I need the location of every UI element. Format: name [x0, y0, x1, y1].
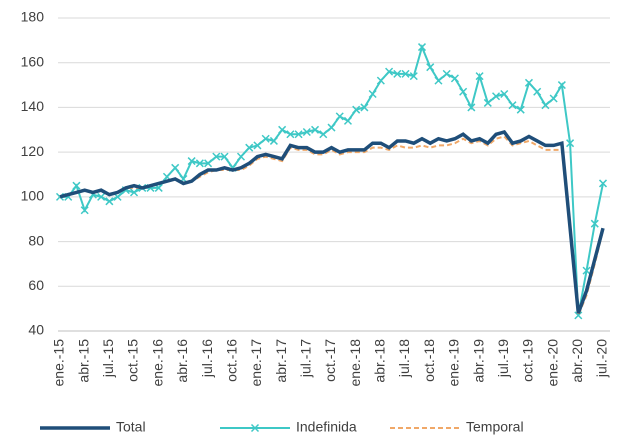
- marker: [105, 197, 114, 206]
- marker: [319, 130, 328, 139]
- marker: [269, 136, 278, 145]
- line-2: [59, 135, 604, 316]
- marker: [302, 127, 311, 137]
- x-tick-label: oct.-15: [125, 339, 141, 382]
- marker: [450, 74, 459, 83]
- marker: [566, 139, 575, 148]
- x-tick-label: oct.-16: [223, 339, 239, 382]
- marker: [401, 69, 410, 78]
- x-tick-label: jul.-15: [100, 339, 116, 378]
- marker: [327, 123, 336, 132]
- x-tick-label: oct.-18: [421, 339, 437, 382]
- marker: [582, 266, 591, 275]
- y-tick-label: 140: [21, 98, 45, 114]
- marker: [417, 43, 427, 52]
- x-tick-label: abr.-19: [470, 339, 486, 383]
- marker: [278, 125, 287, 134]
- marker: [204, 159, 213, 168]
- marker: [343, 116, 352, 125]
- x-tick-label: abr.-18: [372, 339, 388, 383]
- x-tick-label: ene.-19: [446, 339, 462, 387]
- marker: [459, 87, 468, 96]
- marker: [72, 181, 81, 190]
- x-tick-label: oct.-19: [520, 339, 536, 382]
- marker: [335, 112, 344, 121]
- marker: [590, 219, 599, 228]
- x-tick-label: abr.-20: [569, 339, 585, 383]
- x-tick-label: jul.-19: [495, 339, 511, 378]
- x-tick-label: ene.-15: [51, 339, 67, 387]
- marker: [130, 188, 139, 197]
- x-tick-label: jul.-20: [594, 339, 610, 378]
- x-tick-label: abr.-16: [174, 339, 190, 383]
- legend-label: Indefinida: [296, 419, 357, 435]
- marker: [533, 87, 542, 96]
- marker: [261, 134, 270, 143]
- y-tick-label: 160: [21, 53, 45, 69]
- marker: [171, 163, 180, 172]
- x-tick-label: ene.-18: [347, 339, 363, 387]
- y-tick-label: 40: [28, 322, 44, 338]
- marker: [492, 92, 501, 101]
- marker: [286, 130, 295, 139]
- marker: [368, 89, 377, 99]
- marker: [574, 311, 583, 320]
- y-tick-label: 60: [28, 277, 44, 293]
- marker: [541, 101, 550, 110]
- y-tick-label: 120: [21, 143, 45, 159]
- legend-marker: [250, 423, 260, 433]
- marker: [516, 105, 525, 114]
- marker: [393, 69, 402, 78]
- marker: [475, 72, 484, 81]
- marker: [294, 130, 303, 139]
- x-tick-label: abr.-17: [273, 339, 289, 383]
- marker: [80, 206, 89, 215]
- marker: [352, 105, 361, 114]
- marker: [557, 81, 566, 90]
- marker: [598, 179, 608, 188]
- marker: [508, 101, 517, 110]
- marker: [467, 103, 476, 112]
- line-0: [59, 130, 605, 314]
- y-tick-label: 180: [21, 9, 45, 25]
- marker: [245, 143, 254, 152]
- marker: [311, 125, 320, 134]
- marker: [376, 76, 385, 85]
- marker: [253, 141, 262, 150]
- marker: [409, 72, 418, 81]
- marker: [187, 157, 196, 166]
- x-tick-label: jul.-16: [199, 339, 215, 378]
- marker: [524, 78, 533, 87]
- y-tick-label: 80: [28, 232, 44, 248]
- line-1: [60, 44, 604, 316]
- x-tick-label: ene.-20: [544, 339, 560, 387]
- x-tick-label: jul.-18: [396, 339, 412, 378]
- x-tick-label: oct.-17: [322, 339, 338, 382]
- marker: [442, 69, 451, 78]
- x-tick-label: ene.-17: [248, 339, 264, 387]
- marker: [212, 152, 221, 161]
- legend-label: Total: [116, 419, 146, 435]
- marker: [220, 152, 229, 161]
- marker: [500, 89, 509, 99]
- marker: [385, 67, 394, 76]
- marker: [195, 159, 204, 168]
- y-tick-label: 100: [21, 188, 45, 204]
- marker: [549, 94, 558, 103]
- marker: [483, 98, 492, 107]
- marker: [434, 76, 443, 85]
- marker: [360, 103, 369, 112]
- marker: [236, 152, 246, 161]
- legend-label: Temporal: [466, 419, 524, 435]
- marker: [97, 192, 106, 201]
- x-tick-label: abr.-15: [75, 339, 91, 383]
- x-tick-label: ene.-16: [149, 339, 165, 387]
- marker: [426, 63, 435, 72]
- x-tick-label: jul.-17: [298, 339, 314, 378]
